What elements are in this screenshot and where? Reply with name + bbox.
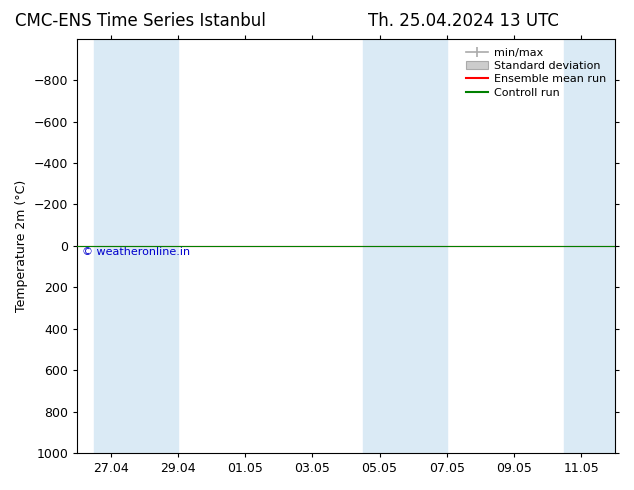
Text: Th. 25.04.2024 13 UTC: Th. 25.04.2024 13 UTC [368,12,559,30]
Bar [94,39,178,453]
Bar [564,39,615,453]
Y-axis label: Temperature 2m (°C): Temperature 2m (°C) [15,180,28,312]
Text: CMC-ENS Time Series Istanbul: CMC-ENS Time Series Istanbul [15,12,266,30]
Bar [363,39,447,453]
Legend: min/max, Standard deviation, Ensemble mean run, Controll run: min/max, Standard deviation, Ensemble me… [463,44,609,101]
Text: © weatheronline.in: © weatheronline.in [82,247,191,257]
